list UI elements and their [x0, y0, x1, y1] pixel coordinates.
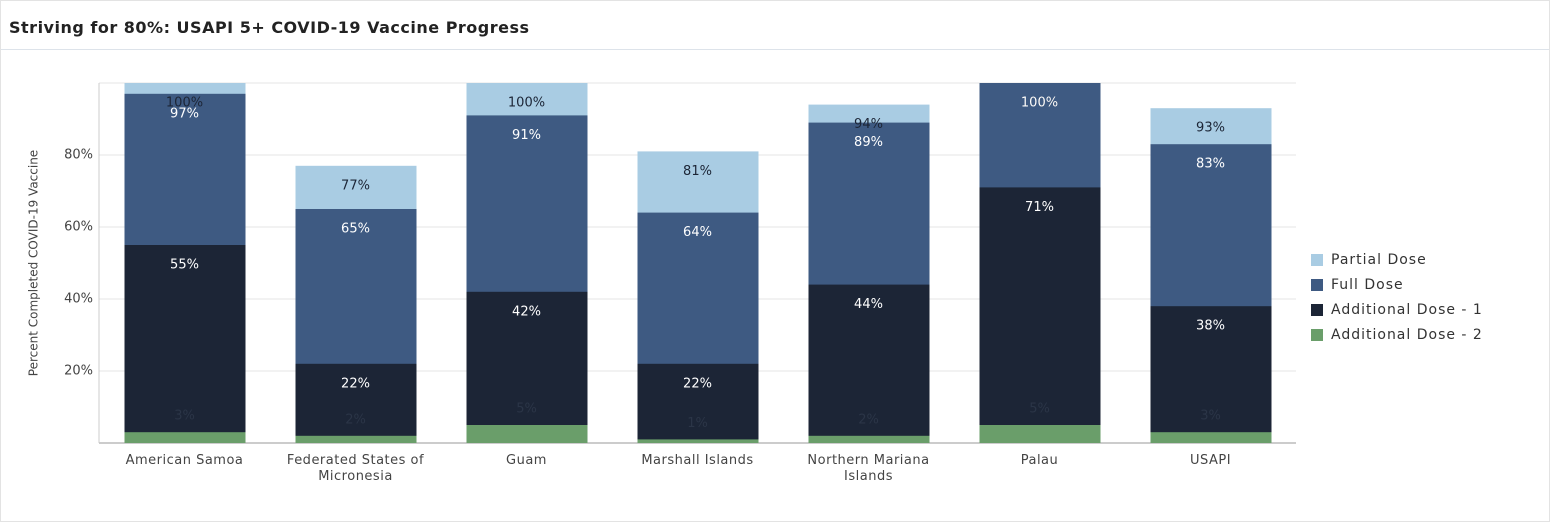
data-label: 77%: [341, 178, 370, 193]
legend-swatch: [1311, 329, 1323, 341]
data-label: 97%: [170, 106, 199, 121]
y-tick-label: 80%: [64, 148, 93, 163]
bar: [979, 425, 1101, 443]
bar: [637, 439, 759, 443]
data-label: 94%: [854, 117, 883, 132]
legend-swatch: [1311, 304, 1323, 316]
data-label: 100%: [1021, 96, 1058, 111]
data-label: 38%: [1196, 319, 1225, 334]
x-tick-label: Guam: [506, 453, 547, 468]
bar: [124, 432, 246, 443]
legend-swatch: [1311, 254, 1323, 266]
data-label: 89%: [854, 135, 883, 150]
data-label: 22%: [683, 376, 712, 391]
data-label: 5%: [516, 402, 537, 417]
x-tick-label: Federated States of Micronesia: [286, 453, 425, 484]
legend-label: Full Dose: [1331, 277, 1404, 293]
data-label: 65%: [341, 222, 370, 237]
bar: [124, 245, 246, 443]
legend-swatch: [1311, 279, 1323, 291]
data-label: 81%: [683, 164, 712, 179]
x-tick-label: Marshall Islands: [641, 453, 754, 468]
data-label: 100%: [166, 96, 203, 111]
x-tick-label: Palau: [1020, 453, 1059, 468]
legend-label: Additional Dose - 2: [1331, 327, 1483, 343]
data-label: 44%: [854, 297, 883, 312]
data-label: 3%: [1200, 409, 1221, 424]
y-tick-label: 20%: [64, 364, 93, 379]
legend-label: Additional Dose - 1: [1331, 302, 1483, 318]
data-label: 2%: [345, 412, 366, 427]
data-label: 42%: [512, 304, 541, 319]
y-tick-label: 60%: [64, 220, 93, 235]
x-tick-label: Northern Mariana Islands: [807, 453, 930, 484]
bar: [808, 435, 930, 443]
data-label: 5%: [1029, 402, 1050, 417]
x-tick-label: American Samoa: [125, 453, 244, 468]
chart-title: Striving for 80%: USAPI 5+ COVID-19 Vacc…: [9, 18, 530, 37]
bar: [466, 291, 588, 443]
data-label: 93%: [1196, 121, 1225, 136]
y-tick-label: 40%: [64, 292, 93, 307]
data-label: 22%: [341, 376, 370, 391]
data-label: 100%: [1021, 96, 1058, 111]
data-label: 71%: [1025, 200, 1054, 215]
bar: [808, 284, 930, 443]
bar: [295, 435, 417, 443]
bar: [979, 187, 1101, 443]
bar: [637, 363, 759, 443]
data-label: 64%: [683, 225, 712, 240]
data-label: 100%: [508, 96, 545, 111]
data-label: 1%: [687, 416, 708, 431]
bar: [295, 363, 417, 443]
data-label: 83%: [1196, 157, 1225, 172]
data-label: 2%: [858, 412, 879, 427]
bar: [466, 425, 588, 443]
data-label: 3%: [174, 409, 195, 424]
data-label: 91%: [512, 128, 541, 143]
bar: [1150, 432, 1272, 443]
data-label: 55%: [170, 258, 199, 273]
y-axis-label: Percent Completed COVID-19 Vaccine: [27, 150, 41, 376]
x-tick-label: USAPI: [1189, 453, 1232, 468]
legend-label: Partial Dose: [1331, 252, 1427, 268]
bar: [1150, 306, 1272, 443]
header: Striving for 80%: USAPI 5+ COVID-19 Vacc…: [1, 1, 1549, 50]
